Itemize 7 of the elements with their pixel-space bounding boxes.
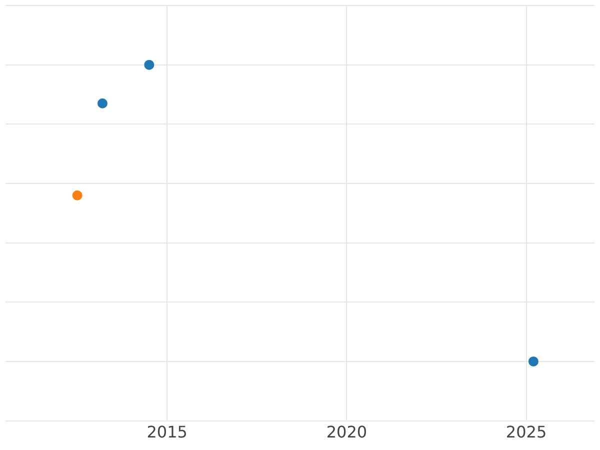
- x-tick-label: 2020: [326, 422, 368, 442]
- point: [144, 60, 154, 70]
- x-tick-label: 2015: [146, 422, 188, 442]
- point: [97, 98, 108, 108]
- point: [528, 356, 538, 366]
- point: [72, 190, 82, 200]
- x-tick-label: 2025: [506, 422, 547, 442]
